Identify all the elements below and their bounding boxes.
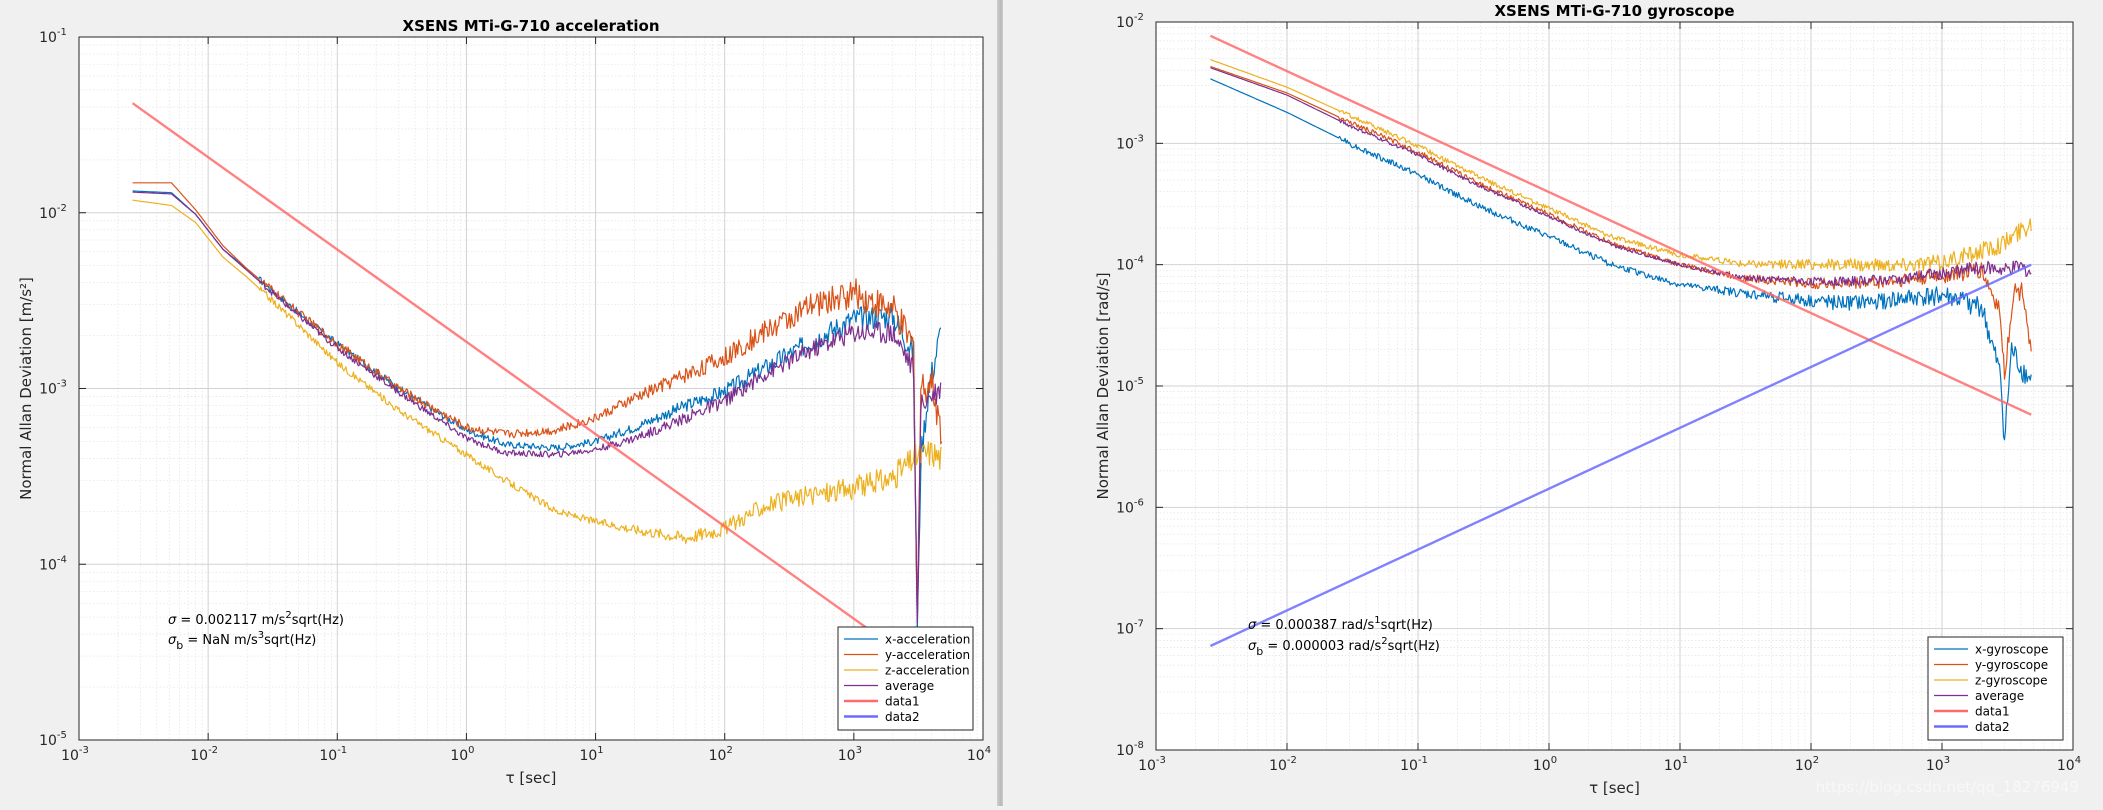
x-tick-label: 104 <box>967 745 991 764</box>
chart-title: XSENS MTi-G-710 acceleration <box>403 17 660 35</box>
x-tick-label: 10-1 <box>1400 755 1428 774</box>
acceleration-chart: 10-3 10-2 10-1 100 101 102 103 104 10-5 10-4 10-3 1… <box>17 17 991 787</box>
gyroscope-chart: 10-3 10-2 10-1 100 101 102 103 104 10-8 10-7 10-6 1… <box>1094 2 2081 797</box>
y-tick-label: 10-5 <box>39 730 67 749</box>
x-tick-label: 10-2 <box>1269 755 1297 774</box>
series-line-average <box>132 191 942 623</box>
legend-label-data2: data2 <box>1975 720 2010 734</box>
series-line-y-gyroscope <box>1210 65 2032 380</box>
y-tick-label: 10-4 <box>39 554 67 573</box>
series-line-average <box>1210 67 2032 287</box>
x-tick-label: 103 <box>1926 755 1950 774</box>
acceleration-figure: 10-3 10-2 10-1 100 101 102 103 104 10-5 10-4 10-3 1… <box>0 0 1000 806</box>
y-tick-label: 10-3 <box>39 379 67 398</box>
series-line-y-acceleration <box>132 182 943 622</box>
y-tick-label: 10-2 <box>1116 12 1144 31</box>
sigma-annotation: σb = NaN m/s3sqrt(Hz) <box>168 630 316 652</box>
series-line-z-gyroscope <box>1210 59 2032 272</box>
gyroscope-figure: 10-3 10-2 10-1 100 101 102 103 104 10-8 10-7 10-6 1… <box>1003 0 2103 806</box>
x-tick-label: 104 <box>2057 755 2081 774</box>
legend-label-z-gyroscope: z-gyroscope <box>1975 674 2048 688</box>
x-tick-label: 101 <box>1664 755 1688 774</box>
x-tick-label: 102 <box>1795 755 1819 774</box>
x-tick-label: 102 <box>709 745 733 764</box>
y-tick-label: 10-4 <box>1116 255 1144 274</box>
legend-label-data1: data1 <box>1975 705 2010 719</box>
tick-marks <box>1155 21 2074 751</box>
x-axis-label: τ [sec] <box>506 769 557 787</box>
sigma-annotation: σ = 0.000387 rad/s1sqrt(Hz) <box>1248 615 1433 633</box>
watermark: https://blog.csdn.net/qq_18276949 <box>1815 778 2079 796</box>
x-tick-label: 10-3 <box>61 745 89 764</box>
legend-label-data1: data1 <box>885 695 920 709</box>
series-line-data2 <box>1209 263 2032 648</box>
legend-label-average: average <box>1975 689 2024 703</box>
sigma-annotation: σ = 0.002117 m/s2sqrt(Hz) <box>168 610 344 628</box>
series-line-data1 <box>1209 34 2032 416</box>
x-tick-label: 103 <box>838 745 862 764</box>
legend-label-y-acceleration: y-acceleration <box>885 648 970 662</box>
legend-label-data2: data2 <box>885 710 920 724</box>
x-tick-label: 10-2 <box>190 745 218 764</box>
y-tick-label: 10-1 <box>39 27 67 46</box>
y-tick-label: 10-7 <box>1116 619 1144 638</box>
legend-box <box>1927 636 2064 741</box>
x-tick-label: 100 <box>450 745 474 764</box>
window-divider[interactable] <box>997 0 1005 806</box>
y-tick-label: 10-5 <box>1116 376 1144 395</box>
chart-title: XSENS MTi-G-710 gyroscope <box>1494 2 1734 20</box>
x-axis-label: τ [sec] <box>1589 779 1640 797</box>
y-axis-label: Normal Allan Deviation [m/s²] <box>17 277 35 500</box>
tick-marks <box>78 36 984 741</box>
x-tick-label: 100 <box>1533 755 1557 774</box>
y-tick-label: 10-8 <box>1116 740 1144 759</box>
legend-label-z-acceleration: z-acceleration <box>885 664 970 678</box>
legend-label-y-gyroscope: y-gyroscope <box>1975 658 2048 672</box>
y-tick-label: 10-2 <box>39 203 67 222</box>
series-group <box>131 102 943 683</box>
y-tick-label: 10-3 <box>1116 133 1144 152</box>
legend-label-average: average <box>885 679 934 693</box>
series-line-x-gyroscope <box>1210 78 2032 441</box>
series-group <box>1209 34 2032 648</box>
legend-box <box>837 626 974 731</box>
sigma-annotation: σb = 0.000003 rad/s2sqrt(Hz) <box>1248 636 1440 658</box>
legend-label-x-acceleration: x-acceleration <box>885 633 970 647</box>
x-tick-label: 10-1 <box>319 745 347 764</box>
x-tick-label: 101 <box>579 745 603 764</box>
series-line-data1 <box>131 102 943 683</box>
y-tick-label: 10-6 <box>1116 497 1144 516</box>
series-line-z-acceleration <box>132 199 942 545</box>
x-tick-label: 10-3 <box>1138 755 1166 774</box>
y-axis-label: Normal Allan Deviation [rad/s] <box>1094 272 1112 499</box>
legend-label-x-gyroscope: x-gyroscope <box>1975 643 2048 657</box>
